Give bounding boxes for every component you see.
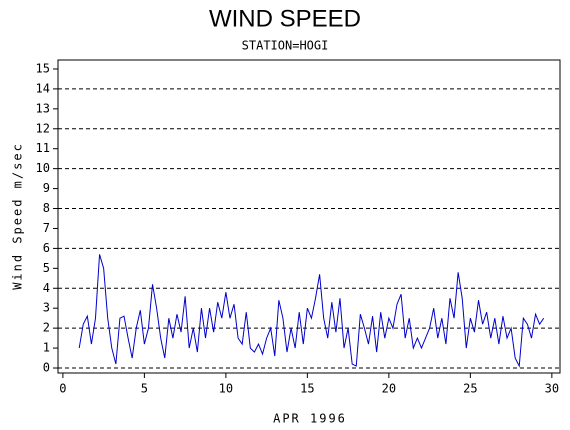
y-tick-label: 14 bbox=[36, 81, 50, 95]
chart-subtitle: STATION=HOGI bbox=[242, 39, 329, 53]
y-tick-label: 7 bbox=[43, 221, 50, 235]
y-tick-label: 15 bbox=[36, 61, 50, 75]
y-tick-label: 12 bbox=[36, 121, 50, 135]
x-tick-label: 10 bbox=[219, 382, 233, 396]
y-tick-label: 0 bbox=[43, 361, 50, 375]
y-tick-label: 4 bbox=[43, 281, 50, 295]
y-tick-label: 9 bbox=[43, 181, 50, 195]
y-tick-label: 10 bbox=[36, 161, 50, 175]
y-tick-label: 1 bbox=[43, 341, 50, 355]
y-axis-label: Wind Speed m/sec bbox=[11, 142, 25, 290]
x-tick-label: 0 bbox=[59, 382, 66, 396]
y-tick-label: 13 bbox=[36, 101, 50, 115]
x-tick-label: 25 bbox=[463, 382, 477, 396]
data-line bbox=[78, 254, 545, 368]
x-tick-label: 5 bbox=[141, 382, 148, 396]
chart-title: WIND SPEED bbox=[209, 5, 361, 32]
y-tick-label: 6 bbox=[43, 241, 50, 255]
x-tick-label: 15 bbox=[300, 382, 314, 396]
plot-frame bbox=[57, 59, 561, 374]
y-tick-label: 3 bbox=[43, 301, 50, 315]
y-tick-label: 11 bbox=[36, 141, 50, 155]
y-tick-label: 2 bbox=[43, 321, 50, 335]
y-tick-label: 8 bbox=[43, 201, 50, 215]
x-tick-label: 30 bbox=[545, 382, 559, 396]
y-tick-label: 5 bbox=[43, 261, 50, 275]
x-axis-label: APR 1996 bbox=[273, 412, 347, 426]
x-tick-label: 20 bbox=[382, 382, 396, 396]
